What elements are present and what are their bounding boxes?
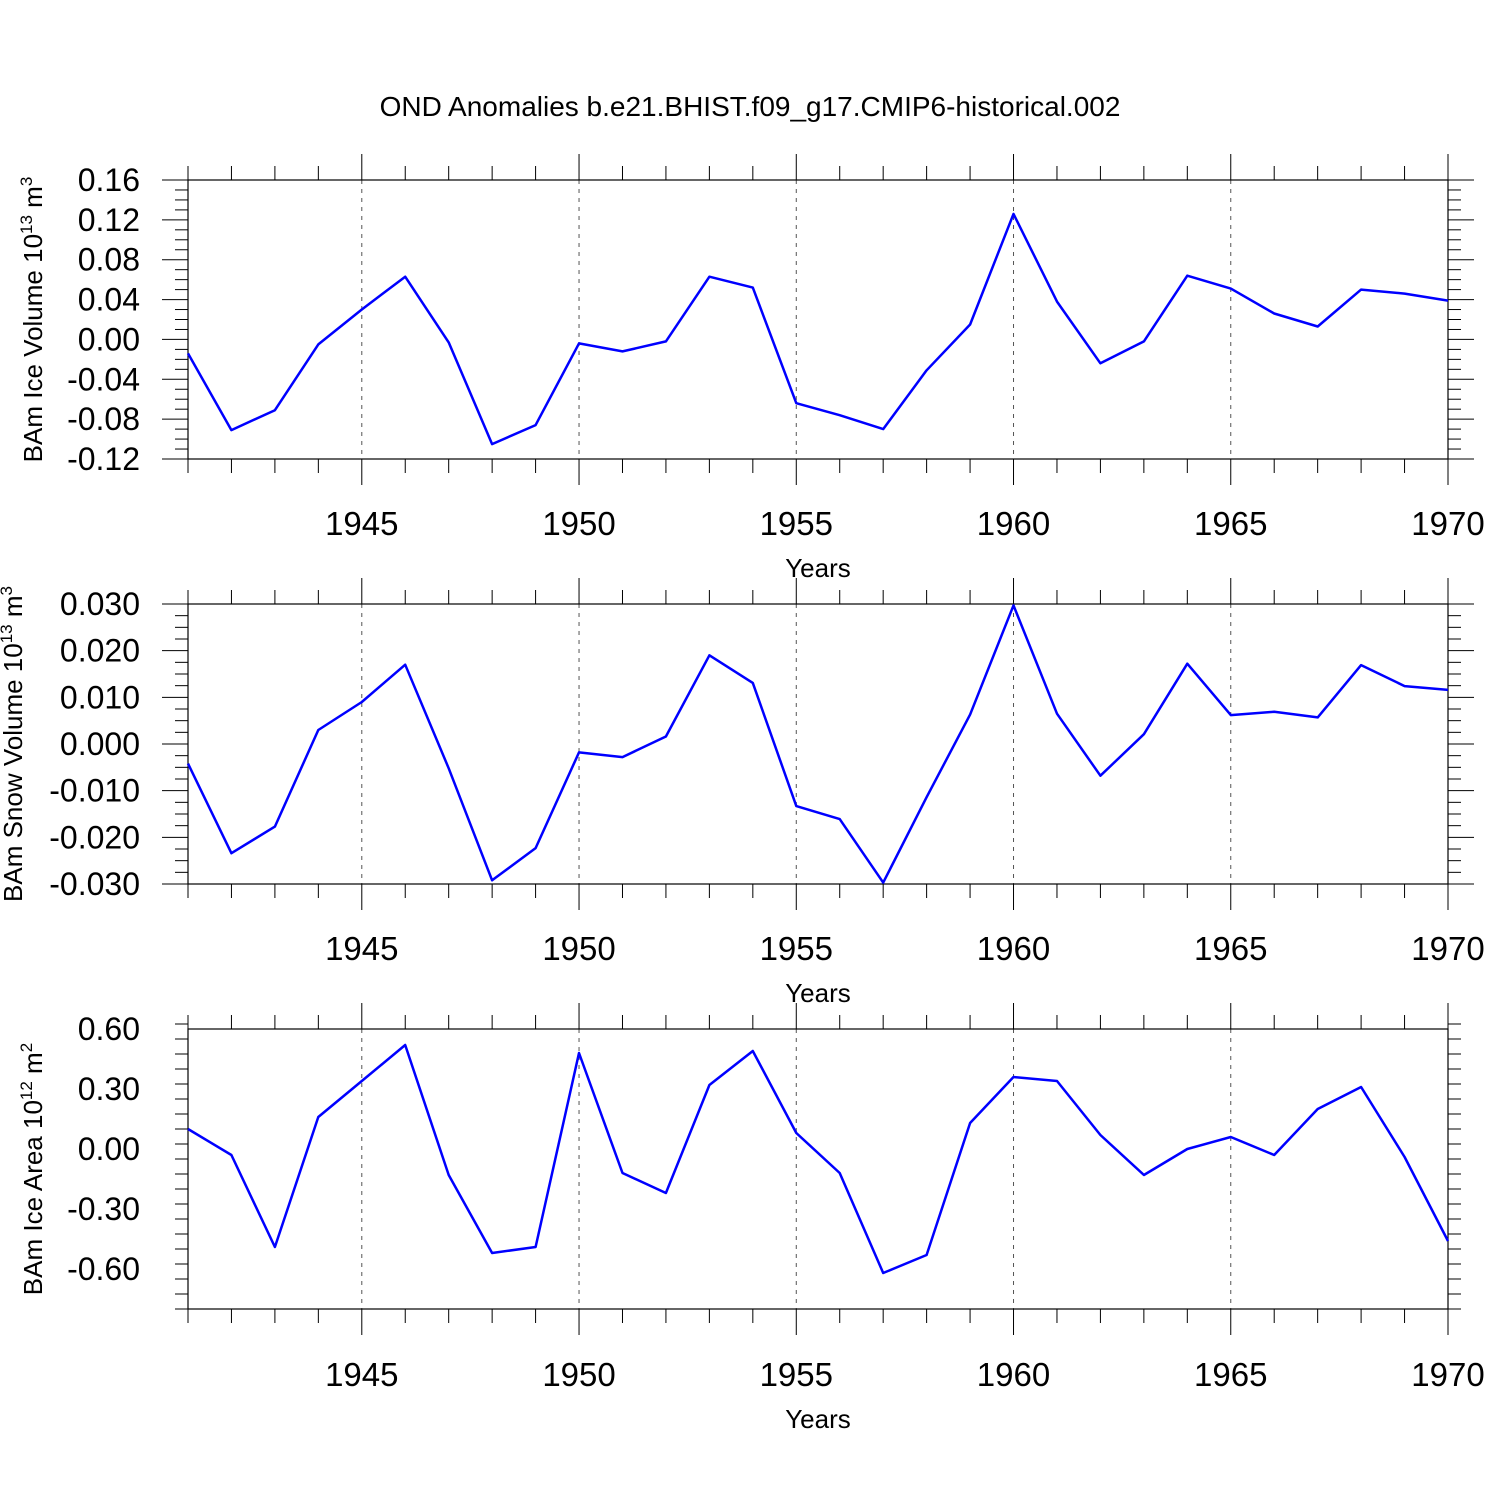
x-tick-label: 1950	[542, 1356, 615, 1393]
y-tick-label: 0.12	[78, 202, 140, 238]
y-axis-title: BAm Ice Area 1012 m2	[17, 1043, 48, 1295]
y-tick-label: -0.60	[67, 1251, 140, 1287]
y-tick-label: 0.00	[78, 321, 140, 357]
x-tick-label: 1960	[977, 1356, 1050, 1393]
panel-ice-volume: -0.12 -0.08 -0.04 0.000.04 0.08 0.12 0.16 1945 1…	[17, 154, 1485, 583]
x-axis-title: Years	[785, 978, 851, 1008]
x-tick-label: 1970	[1411, 1356, 1484, 1393]
x-tick-label: 1945	[325, 1356, 398, 1393]
y-tick-label: -0.020	[49, 819, 140, 855]
y-tick-label: -0.08	[67, 401, 140, 437]
x-tick-label: 1945	[325, 505, 398, 542]
y-axis-title: BAm Ice Volume 1013 m3	[17, 177, 48, 463]
x-tick-label: 1965	[1194, 505, 1267, 542]
panel-ice-area: -0.60 -0.30 0.00 0.30 0.60 1945 1950 1955 1960 19…	[17, 1003, 1485, 1434]
y-tick-label: 0.00	[78, 1131, 140, 1167]
plot-frame	[187, 603, 1449, 885]
x-tick-label: 1970	[1411, 505, 1484, 542]
x-tick-label: 1950	[542, 505, 615, 542]
y-tick-label: 0.010	[60, 679, 140, 715]
y-tick-label: 0.60	[78, 1011, 140, 1047]
y-axis-title: BAm Snow Volume 1013 m3	[0, 586, 28, 902]
x-tick-label: 1955	[760, 505, 833, 542]
x-tick-label: 1965	[1194, 930, 1267, 967]
x-tick-label: 1965	[1194, 1356, 1267, 1393]
series-line	[187, 1043, 1450, 1275]
x-tick-label: 1960	[977, 930, 1050, 967]
y-tick-label: 0.30	[78, 1071, 140, 1107]
y-tick-label: -0.30	[67, 1191, 140, 1227]
x-axis-title: Years	[785, 553, 851, 583]
y-tick-label: 0.030	[60, 586, 140, 622]
y-tick-label: 0.020	[60, 633, 140, 669]
y-tick-label: 0.16	[78, 162, 140, 198]
x-tick-label: 1970	[1411, 930, 1484, 967]
x-tick-label: 1955	[760, 930, 833, 967]
x-axis-title: Years	[785, 1404, 851, 1434]
y-tick-label: 0.08	[78, 242, 140, 278]
y-tick-label: 0.000	[60, 726, 140, 762]
series-line	[186, 212, 1449, 446]
plot-frame	[187, 179, 1449, 460]
y-tick-label: 0.04	[78, 282, 140, 318]
y-tick-label: -0.04	[67, 361, 140, 397]
y-tick-label: -0.010	[49, 773, 140, 809]
x-tick-label: 1950	[542, 930, 615, 967]
plot-frame	[187, 1028, 1449, 1310]
figure-title: OND Anomalies b.e21.BHIST.f09_g17.CMIP6-…	[380, 91, 1121, 122]
panel-snow-volume: -0.030 -0.020 -0.010 0.000 0.010 0.020 0.030 19…	[0, 578, 1485, 1008]
y-tick-label: -0.030	[49, 866, 140, 902]
x-tick-label: 1960	[977, 505, 1050, 542]
series-line	[186, 604, 1449, 884]
y-tick-label: -0.12	[67, 441, 140, 477]
x-tick-label: 1955	[760, 1356, 833, 1393]
x-tick-label: 1945	[325, 930, 398, 967]
